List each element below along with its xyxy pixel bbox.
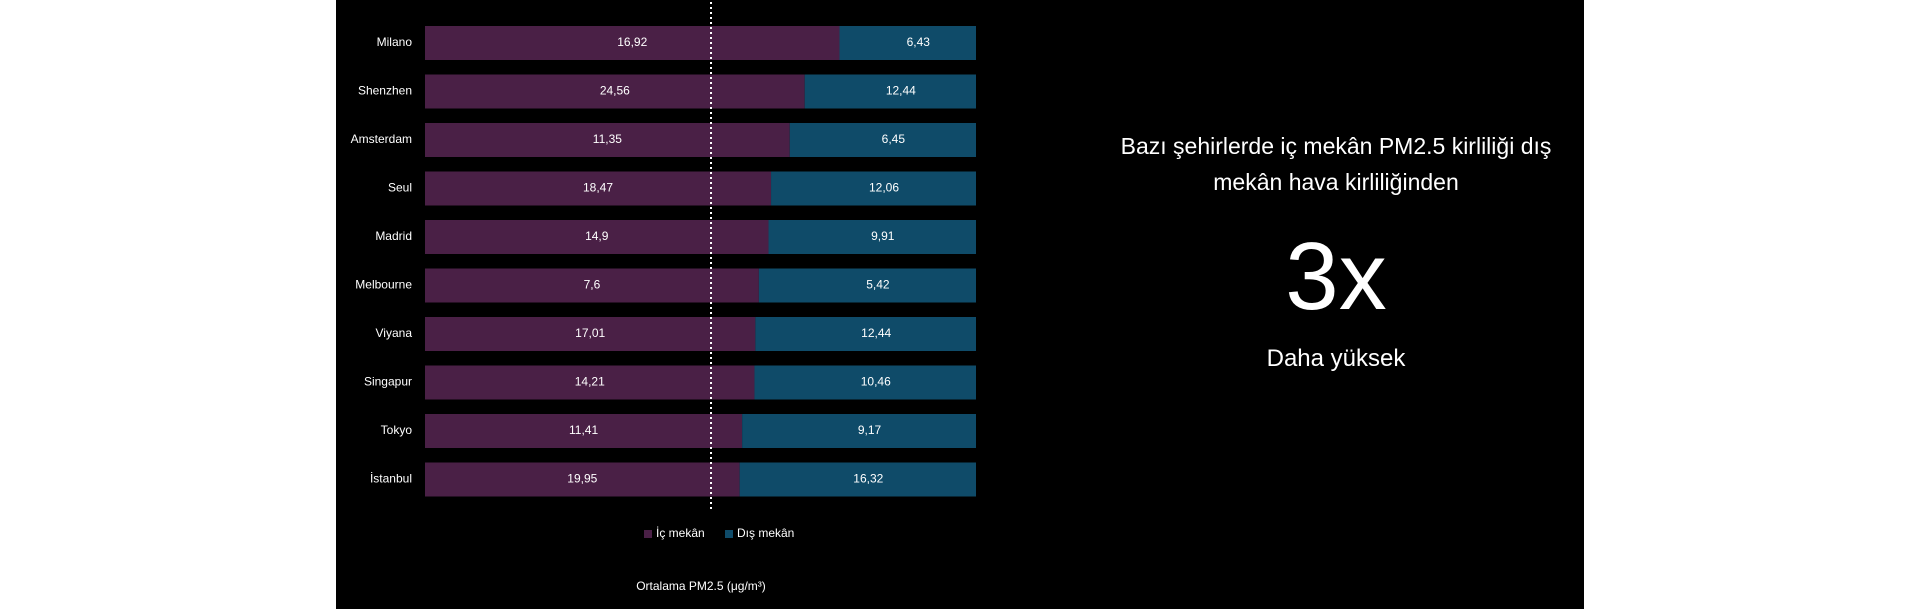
data-label-outdoor: 9,17 [858, 423, 882, 437]
callout-caption: Daha yüksek [1266, 345, 1406, 372]
bar-segment-outdoor [804, 74, 976, 109]
legend-label-outdoor: Dış mekân [737, 526, 794, 540]
bar-segment-outdoor [739, 462, 976, 497]
callout-headline: Bazı şehirlerde iç mekân PM2.5 kirliliği… [1120, 133, 1552, 195]
bar-segment-outdoor [742, 414, 976, 448]
data-label-outdoor: 12,06 [869, 181, 899, 195]
category-label: Viyana [376, 326, 413, 340]
data-label-outdoor: 10,46 [861, 375, 891, 389]
bar-segment-outdoor [758, 268, 976, 303]
category-label: Milano [377, 35, 413, 49]
bar-segment-outdoor [768, 220, 976, 254]
data-label-indoor: 24,56 [600, 84, 630, 98]
legend-swatch-indoor [644, 530, 652, 538]
category-label: Seul [388, 181, 412, 195]
data-label-outdoor: 5,42 [866, 278, 890, 292]
data-label-indoor: 17,01 [575, 326, 605, 340]
data-label-outdoor: 6,45 [882, 132, 906, 146]
data-label-indoor: 14,9 [585, 229, 609, 243]
callout: Bazı şehirlerde iç mekân PM2.5 kirliliği… [1096, 128, 1576, 374]
bar-segment-indoor [425, 317, 756, 351]
data-label-outdoor: 12,44 [886, 84, 916, 98]
bar-segment-outdoor [755, 317, 976, 351]
bar-segment-outdoor [754, 365, 976, 400]
bar-segment-indoor [425, 26, 840, 60]
bar-segment-outdoor [771, 171, 976, 206]
bar-segment-indoor [425, 171, 772, 206]
category-label: Shenzhen [358, 84, 412, 98]
chart-panel: 16,92 6,43 Milano 24,56 12,44 Shenzhen 11,35 6,… [336, 0, 1584, 609]
category-label: Amsterdam [351, 132, 412, 146]
legend-swatch-outdoor [725, 530, 733, 538]
bar-segment-outdoor [839, 26, 976, 60]
callout-figure: 3x [1285, 223, 1387, 330]
data-label-indoor: 18,47 [583, 181, 613, 195]
legend-label-indoor: İç mekân [656, 526, 705, 540]
bar-segment-indoor [425, 74, 805, 109]
x-axis-label: Ortalama PM2.5 (μg/m³) [636, 579, 766, 593]
category-label: İstanbul [370, 472, 412, 486]
data-label-outdoor: 12,44 [861, 326, 891, 340]
category-label: Melbourne [355, 278, 412, 292]
bar-segment-indoor [425, 123, 790, 157]
bar-segment-indoor [425, 365, 755, 400]
data-label-indoor: 11,41 [569, 423, 598, 437]
data-label-indoor: 11,35 [593, 132, 622, 146]
category-label: Tokyo [381, 423, 413, 437]
bar-segment-indoor [425, 268, 759, 303]
bar-segment-indoor [425, 414, 743, 448]
data-label-indoor: 7,6 [584, 278, 601, 292]
data-label-indoor: 14,21 [575, 375, 605, 389]
data-label-indoor: 16,92 [617, 35, 647, 49]
category-label: Madrid [375, 229, 412, 243]
data-label-outdoor: 6,43 [907, 35, 931, 49]
stacked-bar-chart: 16,92 6,43 Milano 24,56 12,44 Shenzhen 11,35 6,… [351, 2, 976, 593]
bar-segment-outdoor [789, 123, 976, 157]
data-label-outdoor: 9,91 [871, 229, 895, 243]
category-label: Singapur [364, 375, 412, 389]
data-label-outdoor: 16,32 [853, 472, 883, 486]
bar-segment-indoor [425, 462, 740, 497]
data-label-indoor: 19,95 [567, 472, 597, 486]
